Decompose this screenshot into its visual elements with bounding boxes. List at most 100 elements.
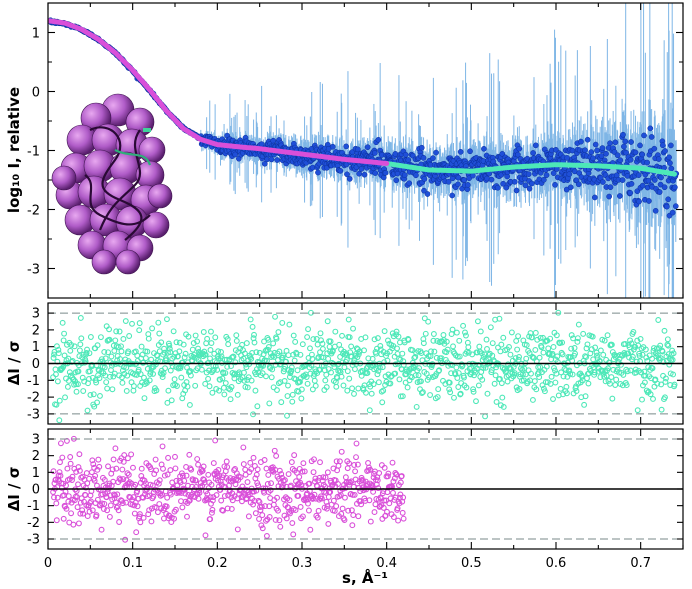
residual-point (183, 472, 190, 479)
residual-point (109, 466, 116, 473)
residual-point (299, 513, 306, 520)
residual-point (548, 373, 555, 380)
residual-point (262, 503, 269, 510)
residual-point (289, 520, 296, 526)
residual-point (106, 336, 113, 343)
data-point (525, 171, 532, 178)
residual-point (508, 329, 515, 336)
residual-point (179, 504, 186, 511)
y-axis-label-mid: ΔI / σ (5, 341, 23, 386)
data-point (455, 174, 462, 181)
residual-point (489, 340, 496, 347)
residual-point (428, 348, 434, 355)
residual-point (248, 377, 255, 384)
residual-point (99, 491, 106, 498)
residual-point (61, 352, 68, 359)
residual-point (298, 395, 305, 402)
data-point (274, 157, 281, 163)
y-tick-label: -1 (27, 145, 40, 160)
residual-point (270, 340, 277, 347)
residual-point (148, 356, 155, 363)
data-point (645, 177, 652, 184)
residual-point (125, 471, 132, 478)
residual-point (275, 507, 281, 514)
residual-point (67, 454, 74, 460)
residual-point (352, 468, 359, 475)
data-point (659, 142, 666, 149)
residual-point (250, 454, 257, 461)
residual-point (376, 470, 383, 477)
residual-point (106, 326, 113, 333)
residual-point (479, 376, 486, 383)
residual-point (395, 517, 402, 524)
residual-point (415, 372, 422, 379)
residual-point (574, 335, 581, 342)
residual-point (661, 327, 668, 334)
residual-point (568, 332, 575, 339)
data-point (358, 166, 365, 172)
residual-point (385, 337, 391, 344)
residual-point (119, 379, 126, 386)
residual-point (616, 369, 622, 376)
residual-point (57, 472, 64, 479)
residual-point (68, 359, 75, 365)
residual-point (475, 382, 482, 389)
residual-point (323, 384, 330, 390)
data-point (628, 139, 634, 145)
residual-point (102, 355, 109, 362)
residual-point (584, 341, 591, 348)
data-point (663, 203, 670, 210)
residual-point (253, 349, 260, 356)
data-point (603, 150, 609, 157)
residual-point (405, 336, 412, 343)
residual-point (54, 494, 61, 501)
residual-point (156, 330, 163, 337)
residual-point (233, 332, 240, 339)
residual-point (153, 387, 160, 394)
y-tick-label: 0 (32, 86, 40, 101)
residual-point (637, 335, 644, 342)
residual-point (285, 382, 291, 389)
residual-point (513, 384, 520, 391)
residual-point (209, 506, 216, 513)
residual-point (50, 354, 57, 361)
residual-point (514, 346, 521, 353)
residual-point (148, 518, 155, 525)
data-point (598, 153, 605, 159)
data-point (622, 138, 629, 145)
residual-point (634, 407, 641, 414)
data-point (651, 145, 658, 152)
residual-point (310, 469, 317, 476)
residual-point (117, 476, 124, 483)
residual-point (308, 362, 315, 368)
residual-point (73, 381, 79, 388)
residual-point (167, 467, 174, 474)
residual-point (283, 515, 290, 522)
residual-point (435, 386, 442, 393)
residual-point (450, 343, 456, 350)
residual-point (128, 451, 135, 458)
residual-point (636, 352, 643, 359)
residual-point (537, 364, 544, 370)
residual-point (336, 367, 343, 374)
residual-point (158, 339, 165, 346)
residual-point (541, 388, 548, 395)
residual-point (88, 469, 95, 476)
data-point (511, 178, 518, 185)
residual-point (161, 345, 168, 352)
residual-point (75, 464, 82, 471)
residual-point (204, 335, 211, 342)
residual-point (641, 379, 648, 386)
fit-curve-full (384, 161, 677, 177)
residual-point (307, 345, 313, 352)
residual-point (96, 463, 103, 470)
backbone-ribbon (84, 174, 151, 226)
residual-point (309, 356, 316, 362)
residual-point (228, 383, 235, 390)
residual-point (92, 472, 99, 479)
data-point (467, 148, 473, 155)
residual-point (571, 345, 578, 351)
residual-point (549, 350, 556, 357)
residual-point (292, 507, 299, 514)
